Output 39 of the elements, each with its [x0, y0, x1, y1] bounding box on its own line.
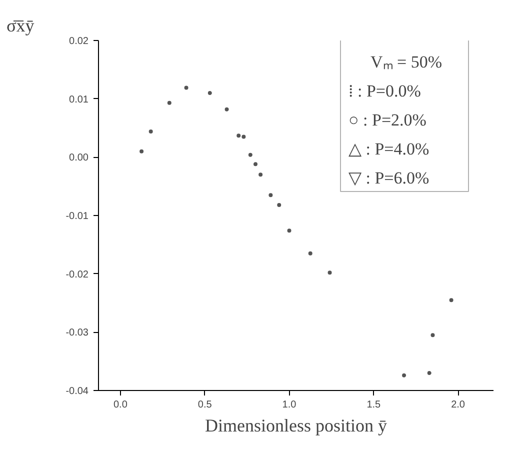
x-axis-title: Dimensionless position ȳ [205, 416, 388, 436]
point [277, 203, 282, 207]
x-tick-label: 1.0 [282, 400, 297, 410]
point [148, 130, 153, 134]
point [242, 134, 246, 139]
point [287, 228, 292, 233]
point [248, 152, 252, 157]
y-tick-label: -0.02 [66, 269, 89, 280]
y-tick-label: 0.02 [69, 36, 89, 47]
x-tick-label: 0.0 [113, 400, 128, 410]
y-tick-label: -0.01 [66, 211, 89, 222]
point [208, 91, 212, 95]
y-tick-label: 0.00 [69, 152, 89, 164]
annotation: Vₘ = 50% [370, 52, 442, 72]
point [449, 298, 454, 302]
annotation: ▽ : P=6.0% [348, 168, 430, 188]
point [140, 149, 144, 154]
point [258, 172, 263, 177]
annotation: ○ : P=2.0% [348, 110, 426, 130]
point [253, 162, 258, 166]
annotation: △ : P=4.0% [348, 140, 430, 158]
point [224, 107, 229, 112]
point [308, 251, 312, 256]
y-tick-label: -0.04 [66, 386, 89, 397]
point [236, 134, 241, 138]
y-tick-label: -0.03 [66, 328, 89, 339]
point [427, 371, 432, 375]
x-tick-label: 0.5 [198, 400, 212, 410]
point [430, 333, 435, 338]
y-tick-label: 0.01 [69, 94, 89, 106]
point [167, 100, 172, 105]
x-tick-label: 2.0 [451, 400, 466, 410]
annotation: ⁞ : P=0.0% [348, 82, 421, 100]
point [184, 86, 188, 90]
y-axis-title: σ̄x̄ȳ [6, 16, 34, 36]
point [268, 193, 273, 198]
point [402, 373, 406, 378]
point [328, 270, 332, 275]
x-tick-label: 1.5 [366, 400, 382, 410]
